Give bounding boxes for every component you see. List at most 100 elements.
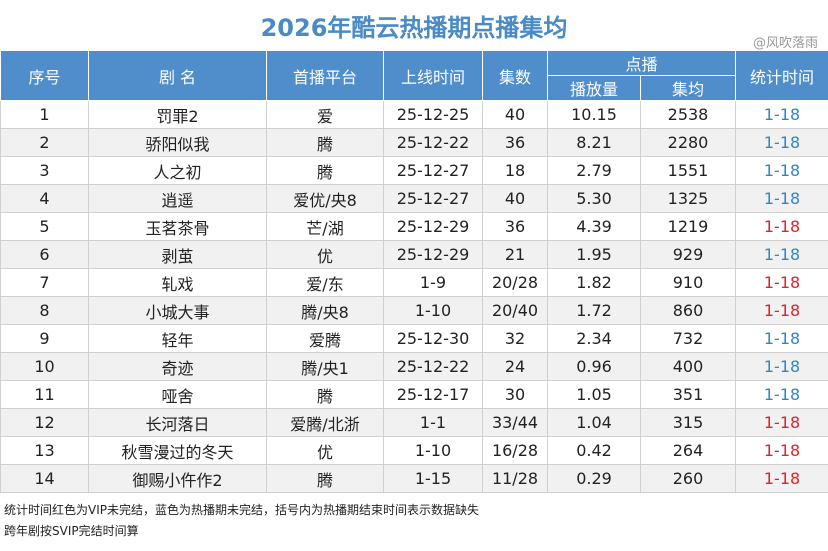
table-cell: 秋雪漫过的冬天: [88, 436, 267, 465]
table-row: 5 玉茗茶骨 芒/湖 25-12-29 36 4.39 1219 1-18: [0, 212, 828, 241]
table-cell: 1-18: [735, 296, 828, 325]
table-cell: 20/28: [482, 268, 548, 297]
table-cell: 轧戏: [88, 268, 267, 297]
table-cell: 11: [0, 380, 89, 409]
table-row: 4 逍遥 爱优/央8 25-12-27 40 5.30 1325 1-18: [0, 184, 828, 213]
table-cell: 36: [482, 128, 548, 157]
table-cell: 0.42: [547, 436, 641, 465]
table-cell: 1.95: [547, 240, 641, 269]
note: 统计时间红色为VIP未完结，蓝色为热播期未完结，括号内为热播期结束时间表示数据缺…: [4, 503, 479, 517]
header-cell: 集数: [482, 50, 548, 101]
table-cell: 16/28: [482, 436, 548, 465]
table-cell: 5: [0, 212, 89, 241]
table-cell: 2.34: [547, 324, 641, 353]
header-cell: 首播平台: [266, 50, 384, 101]
table-cell: 5.30: [547, 184, 641, 213]
table-cell: 腾: [266, 464, 384, 493]
table-cell: 25-12-17: [383, 380, 483, 409]
table-cell: 1-18: [735, 380, 828, 409]
table-cell: 1-18: [735, 156, 828, 185]
table-cell: 轻年: [88, 324, 267, 353]
table-cell: 罚罪2: [88, 100, 267, 129]
table-row: 8 小城大事 腾/央8 1-10 20/40 1.72 860 1-18: [0, 296, 828, 325]
table-cell: 腾: [266, 128, 384, 157]
table-cell: 21: [482, 240, 548, 269]
header-cell: 点播: [546, 50, 737, 76]
table-cell: 732: [639, 324, 737, 353]
table-row: 7 轧戏 爱/东 1-9 20/28 1.82 910 1-18: [0, 268, 828, 297]
table-cell: 1-18: [735, 212, 828, 241]
header-cell: 集均: [639, 75, 737, 101]
table-cell: 0.96: [547, 352, 641, 381]
table-row: 11 哑舍腾 25-12-17 30 1.05 351 1-18: [0, 380, 828, 409]
table-cell: 25-12-27: [383, 156, 483, 185]
table-cell: 910: [639, 268, 737, 297]
table-cell: 8: [0, 296, 89, 325]
table-cell: 逍遥: [88, 184, 267, 213]
table-row: 1 罚罪2 爱 25-12-25 40 10.15 2538 1-18: [0, 100, 828, 129]
table-cell: 1-18: [735, 100, 828, 129]
table-cell: 1-18: [735, 324, 828, 353]
table-cell: 860: [639, 296, 737, 325]
table-cell: 264: [639, 436, 737, 465]
table-cell: 芒/湖: [266, 212, 384, 241]
table-cell: 25-12-25: [383, 100, 483, 129]
table-cell: 小城大事: [88, 296, 267, 325]
table-cell: 优: [266, 436, 384, 465]
table-cell: 260: [639, 464, 737, 493]
header-cell: 统计时间: [735, 50, 828, 101]
table-cell: 1219: [639, 212, 737, 241]
header-cell: 序号: [0, 50, 89, 101]
table-cell: 929: [639, 240, 737, 269]
table-cell: 8.21: [547, 128, 641, 157]
table-cell: 315: [639, 408, 737, 437]
table-row: 2 骄阳似我腾 25-12-22 36 8.21 2280 1-18: [0, 128, 828, 157]
table-cell: 33/44: [482, 408, 548, 437]
table-cell: 1-18: [735, 128, 828, 157]
table-cell: 25-12-29: [383, 240, 483, 269]
table-cell: 25-12-30: [383, 324, 483, 353]
table-cell: 351: [639, 380, 737, 409]
table-row: 9 轻年 爱腾 25-12-30 32 2.34 732 1-18: [0, 324, 828, 353]
table-cell: 腾/央1: [266, 352, 384, 381]
table-cell: 24: [482, 352, 548, 381]
table-row: 3 人之初腾 25-12-27 18 2.79 1551 1-18: [0, 156, 828, 185]
table-cell: 13: [0, 436, 89, 465]
table-cell: 1-9: [383, 268, 483, 297]
table-cell: 腾: [266, 156, 384, 185]
table-cell: 6: [0, 240, 89, 269]
table-cell: 40: [482, 184, 548, 213]
table-cell: 18: [482, 156, 548, 185]
header-cell: 上线时间: [383, 50, 483, 101]
table-cell: 2: [0, 128, 89, 157]
note: 跨年剧按SVIP完结时间算: [4, 524, 139, 538]
table-cell: 7: [0, 268, 89, 297]
table-cell: 1.82: [547, 268, 641, 297]
table-row: 6 剥茧优 25-12-29 21 1.95 929 1-18: [0, 240, 828, 269]
table-cell: 1-15: [383, 464, 483, 493]
header-cell: 剧 名: [88, 50, 267, 101]
table-cell: 25-12-22: [383, 128, 483, 157]
table-cell: 20/40: [482, 296, 548, 325]
table-cell: 1551: [639, 156, 737, 185]
table-cell: 爱腾/北浙: [266, 408, 384, 437]
table-row: 13 秋雪漫过的冬天优 1-10 16/28 0.42 264 1-18: [0, 436, 828, 465]
watermark: @风吹落雨: [752, 36, 818, 51]
table-cell: 25-12-29: [383, 212, 483, 241]
table-cell: 爱优/央8: [266, 184, 384, 213]
table: 序号 剧 名 首播平台 上线时间 集数 点播 统计时间 播放量 集均 1 罚罪2 爱…: [0, 50, 828, 493]
table-cell: 1-18: [735, 408, 828, 437]
table-cell: 1-18: [735, 184, 828, 213]
table-cell: 11/28: [482, 464, 548, 493]
table-row: 12 长河落日 爱腾/北浙 1-1 33/44 1.04 315 1-18: [0, 408, 828, 437]
table-cell: 1.72: [547, 296, 641, 325]
table-cell: 人之初: [88, 156, 267, 185]
table-cell: 奇迹: [88, 352, 267, 381]
table-cell: 1: [0, 100, 89, 129]
table-cell: 御赐小仵作2: [88, 464, 267, 493]
table-cell: 爱/东: [266, 268, 384, 297]
table-cell: 2538: [639, 100, 737, 129]
table-cell: 1-18: [735, 268, 828, 297]
table-cell: 玉茗茶骨: [88, 212, 267, 241]
